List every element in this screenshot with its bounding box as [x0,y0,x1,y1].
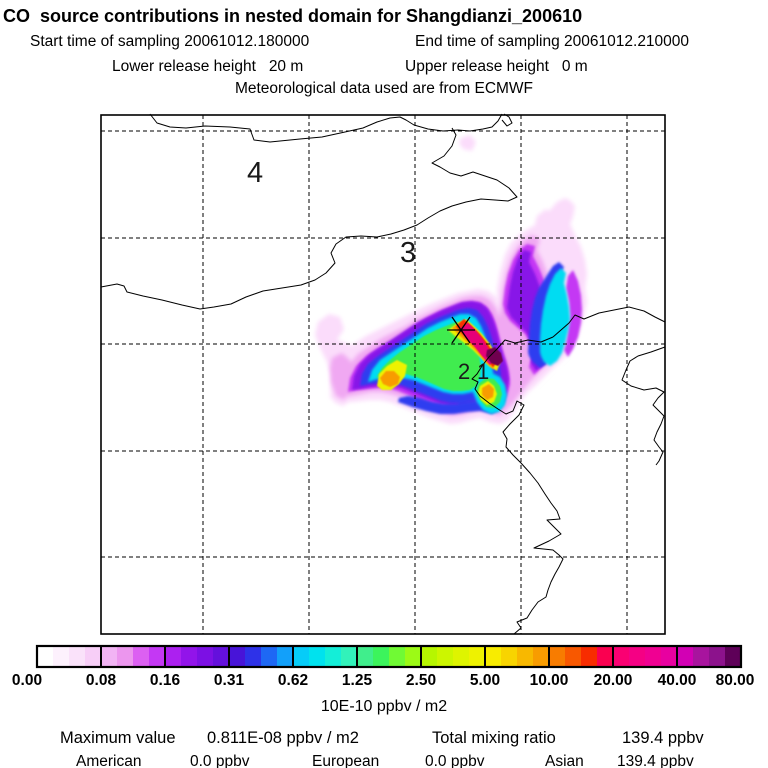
colorbar: 0.00 0.08 0.16 0.31 0.62 1.25 2.50 5.00 10.00 20.… [12,644,755,689]
max-value-label: Maximum value [60,729,176,747]
colorbar-cell [101,646,118,667]
colorbar-cell [725,646,742,667]
colorbar-cell [709,646,726,667]
colorbar-cell [197,646,214,667]
colorbar-cell [229,646,246,667]
colorbar-cell [485,646,502,667]
domain-label-1: 1 [477,359,489,384]
colorbar-cell [645,646,662,667]
receptor-marker [447,316,475,344]
lower-release-label: Lower release height 20 m [112,58,304,75]
colorbar-cell [597,646,614,667]
domain-label-4: 4 [247,157,263,189]
upper-release-label: Upper release height 0 m [405,58,588,75]
domain-label-3: 3 [400,237,416,269]
plume-layer-10 [460,323,494,365]
colorbar-tick-label: 20.00 [594,672,633,689]
coastline-path [501,113,513,127]
colorbar-cell [405,646,422,667]
colorbar-cell [437,646,454,667]
colorbar-cell [245,646,262,667]
colorbar-cell [357,646,374,667]
colorbar-cell [261,646,278,667]
colorbar-cell [165,646,182,667]
colorbar-cell [693,646,710,667]
sampling-start-label: Start time of sampling 20061012.180000 [30,33,310,50]
colorbar-cell [85,646,102,667]
met-data-label: Meteorological data used are from ECMWF [234,80,534,97]
colorbar-cell [181,646,198,667]
colorbar-tick-label: 2.50 [406,672,436,689]
colorbar-cell [549,646,566,667]
colorbar-cell [293,646,310,667]
coastline-path [471,336,564,635]
max-value: 0.811E-08 ppbv / m2 [207,729,359,747]
asian-value: 139.4 ppbv [617,753,694,768]
asian-label: Asian [545,753,584,768]
colorbar-tick-label: 1.25 [342,672,373,689]
colorbar-cell [213,646,230,667]
colorbar-units-label: 10E-10 ppbv / m2 [320,698,448,715]
coastline-path [621,346,666,466]
plume-layer-11 [486,347,503,366]
total-mixing-ratio-value: 139.4 ppbv [622,729,704,747]
colorbar-tick-label: 0.31 [214,672,245,689]
colorbar-cell [453,646,470,667]
total-mixing-ratio-label: Total mixing ratio [432,729,556,747]
colorbar-cell [389,646,406,667]
coastline-path [100,127,518,310]
colorbar-tick-label: 0.00 [12,672,42,689]
colorbar-tick-label: 10.00 [530,672,569,689]
concentration-plume [315,135,587,424]
colorbar-tick-label: 0.62 [278,672,308,689]
sampling-end-label: End time of sampling 20061012.210000 [415,33,690,50]
page-title: CO source contributions in nested domain… [3,6,583,26]
colorbar-border [35,644,743,669]
colorbar-cell [581,646,598,667]
map-frame [100,114,666,635]
colorbar-cell [325,646,342,667]
colorbar-cell [149,646,166,667]
domain-labels: 4 3 2 1 [247,157,489,384]
american-label: American [76,753,142,768]
map-border [100,114,666,635]
colorbar-cell [53,646,70,667]
colorbar-tick-label: 5.00 [470,672,500,689]
american-value: 0.0 ppbv [190,753,250,768]
coastline-path [149,113,503,143]
european-value: 0.0 ppbv [425,753,485,768]
colorbar-cell [677,646,694,667]
colorbar-cell [117,646,134,667]
colorbar-cell [533,646,550,667]
colorbar-cell [373,646,390,667]
colorbar-cell [565,646,582,667]
european-label: European [312,753,380,768]
colorbar-cell [133,646,150,667]
colorbar-tick-label: 0.08 [86,672,117,689]
colorbar-cell [629,646,646,667]
colorbar-cell [69,646,86,667]
graticule-grid [101,115,665,634]
colorbar-tick-label: 80.00 [716,672,755,689]
colorbar-tick-label: 0.16 [150,672,181,689]
domain-label-2: 2 [458,359,470,384]
colorbar-tick-label: 40.00 [658,672,697,689]
colorbar-cell [517,646,534,667]
colorbar-cell [613,646,630,667]
coastline-path [552,306,666,338]
coastlines [100,113,666,635]
colorbar-cell [421,646,438,667]
colorbar-cell [277,646,294,667]
colorbar-cell [309,646,326,667]
colorbar-cell [341,646,358,667]
colorbar-cell [469,646,486,667]
asterisk-spoke [451,316,471,344]
colorbar-cell [661,646,678,667]
colorbar-cell [501,646,518,667]
colorbar-cell [37,646,54,667]
